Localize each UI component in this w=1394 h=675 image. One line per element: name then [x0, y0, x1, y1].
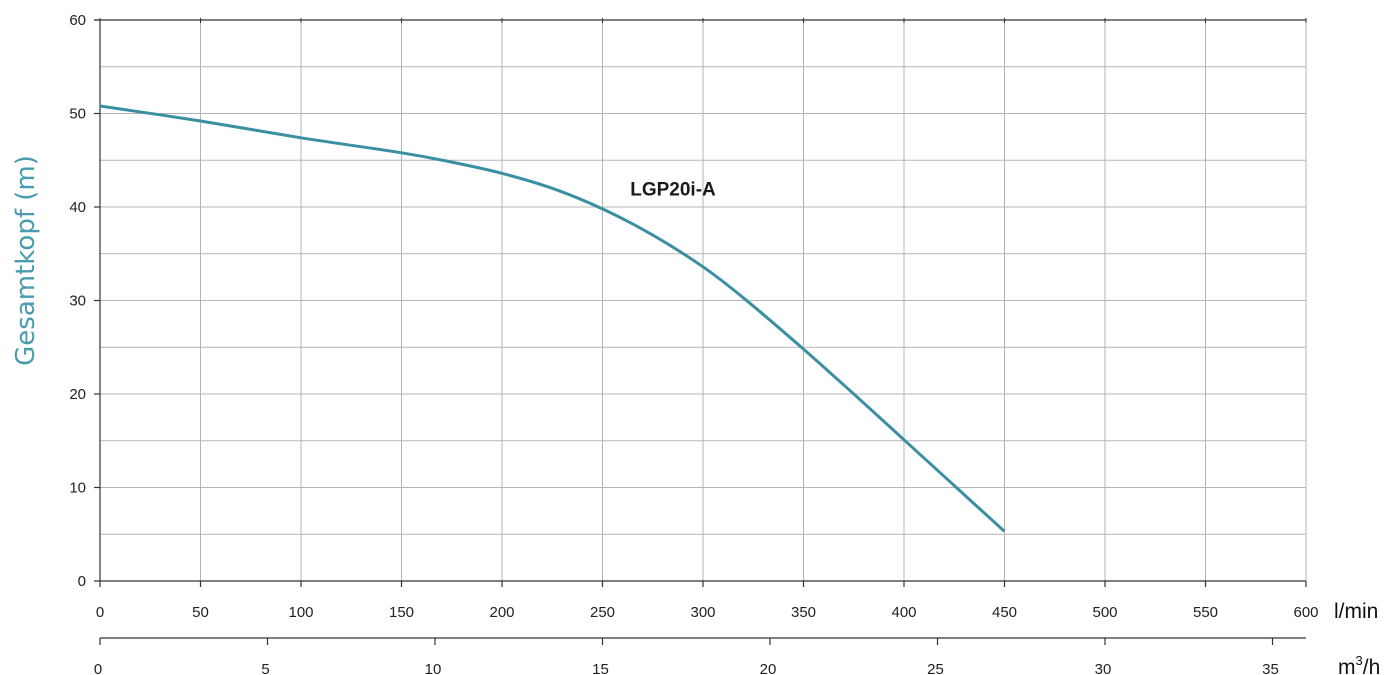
unit-tail: /h	[1363, 656, 1381, 675]
x-tick-label: 550	[1193, 604, 1218, 621]
x2-tick-label: 35	[1262, 661, 1279, 675]
x-tick-label: 250	[590, 604, 615, 621]
y-tick-label: 30	[69, 293, 86, 310]
x-tick-label: 600	[1293, 604, 1318, 621]
series-layer	[99, 104, 1006, 533]
x-tick-label: 400	[891, 604, 916, 621]
y-tick-label: 50	[69, 106, 86, 123]
x-tick-label: 0	[96, 604, 104, 621]
x-axis-unit-m3h: m3/h	[1338, 653, 1380, 675]
x-tick-label: 300	[690, 604, 715, 621]
x-tick-label: 450	[992, 604, 1017, 621]
x-tick-label: 50	[192, 604, 209, 621]
y-tick-label: 40	[69, 199, 86, 216]
y-tick-label: 10	[69, 480, 86, 497]
x-tick-label: 200	[489, 604, 514, 621]
series-line	[99, 104, 1006, 533]
x2-tick-label: 15	[592, 661, 609, 675]
y-axis-label: Gesamtkopf (m)	[11, 155, 41, 366]
series-label: LGP20i-A	[630, 179, 716, 200]
x2-tick-label: 0	[94, 661, 102, 675]
x2-tick-label: 5	[261, 661, 269, 675]
x2-tick-label: 20	[760, 661, 777, 675]
x2-tick-label: 10	[425, 661, 442, 675]
x-tick-label: 500	[1092, 604, 1117, 621]
unit-sup: 3	[1356, 653, 1363, 668]
x-tick-label: 100	[288, 604, 313, 621]
x2-tick-label: 25	[927, 661, 944, 675]
x-tick-label: 350	[791, 604, 816, 621]
labels: Gesamtkopf (m) LGP20i-A l/min m3/h	[11, 155, 1380, 675]
y-tick-label: 0	[78, 573, 86, 590]
unit-base: m	[1338, 656, 1356, 675]
x-tick-label: 150	[389, 604, 414, 621]
grid	[100, 19, 1307, 581]
y-tick-label: 20	[69, 386, 86, 403]
x2-tick-label: 30	[1095, 661, 1112, 675]
y-tick-label: 60	[69, 12, 86, 29]
x-axis-unit-lmin: l/min	[1334, 600, 1378, 623]
